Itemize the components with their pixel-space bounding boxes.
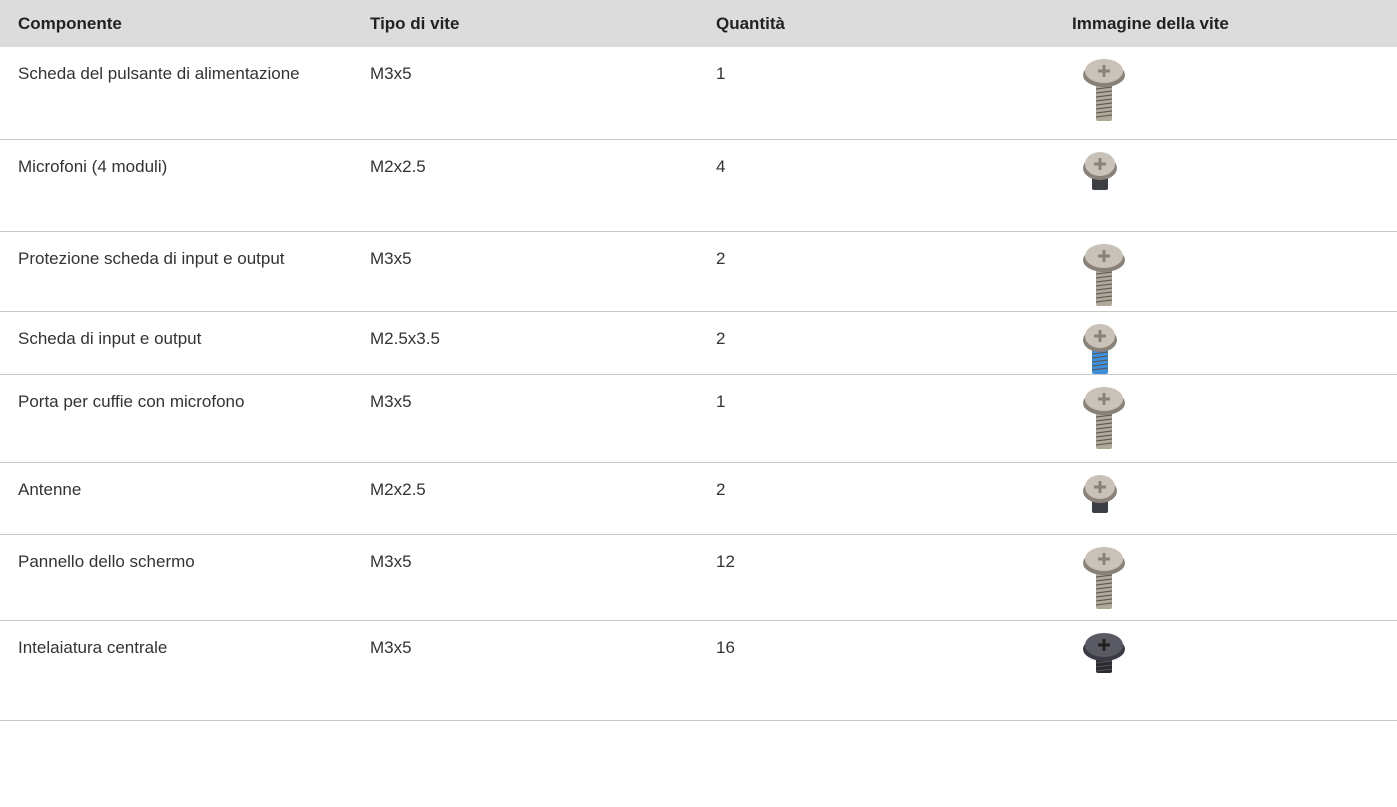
- image-cell: [1072, 47, 1397, 140]
- header-row: Componente Tipo di vite Quantità Immagine d…: [0, 0, 1397, 47]
- cell: 2: [716, 462, 1072, 535]
- image-cell: [1072, 462, 1397, 535]
- table-row: Microfoni (4 moduli) M2x2.5 4: [0, 139, 1397, 232]
- image-cell: [1072, 311, 1397, 375]
- cell: Porta per cuffie con microfono: [0, 374, 370, 463]
- image-cell: [1072, 374, 1397, 463]
- table-row: Intelaiatura centrale M3x5 16: [0, 620, 1397, 721]
- cell: 12: [716, 534, 1072, 621]
- table-body: Scheda del pulsante di alimentazione M3x5…: [0, 47, 1397, 721]
- table-row: Scheda di input e output M2.5x3.5 2: [0, 311, 1397, 375]
- screw-image: [1083, 323, 1117, 374]
- cell: Scheda di input e output: [0, 311, 370, 375]
- column-header: Componente: [0, 0, 370, 47]
- cell: 1: [716, 47, 1072, 140]
- cell: 4: [716, 139, 1072, 232]
- image-cell: [1072, 620, 1397, 721]
- screw-image: [1083, 386, 1125, 449]
- image-cell: [1072, 139, 1397, 232]
- cell: 1: [716, 374, 1072, 463]
- table-row: Pannello dello schermo M3x5 12: [0, 534, 1397, 621]
- table-row: Scheda del pulsante di alimentazione M3x5…: [0, 47, 1397, 140]
- screw-image: [1083, 151, 1117, 190]
- screw-image: [1083, 243, 1125, 306]
- screw-image: [1083, 59, 1125, 121]
- cell: Pannello dello schermo: [0, 534, 370, 621]
- column-header: Tipo di vite: [370, 0, 716, 47]
- cell: Intelaiatura centrale: [0, 620, 370, 721]
- cell: M3x5: [370, 534, 716, 621]
- cell: M3x5: [370, 47, 716, 140]
- cell: Scheda del pulsante di alimentazione: [0, 47, 370, 140]
- cell: 2: [716, 231, 1072, 312]
- cell: Microfoni (4 moduli): [0, 139, 370, 232]
- screw-image: [1083, 546, 1125, 609]
- cell: M2x2.5: [370, 139, 716, 232]
- column-header: Quantità: [716, 0, 1072, 47]
- cell: M3x5: [370, 620, 716, 721]
- screw-image: [1083, 474, 1117, 513]
- screw-table: Componente Tipo di vite Quantità Immagine d…: [0, 0, 1397, 721]
- cell: Antenne: [0, 462, 370, 535]
- image-cell: [1072, 231, 1397, 312]
- cell: 16: [716, 620, 1072, 721]
- column-header: Immagine della vite: [1072, 0, 1397, 47]
- image-cell: [1072, 534, 1397, 621]
- cell: M3x5: [370, 374, 716, 463]
- table-row: Protezione scheda di input e output M3x5 2: [0, 231, 1397, 312]
- table-row: Antenne M2x2.5 2: [0, 462, 1397, 535]
- cell: M3x5: [370, 231, 716, 312]
- cell: Protezione scheda di input e output: [0, 231, 370, 312]
- table-row: Porta per cuffie con microfono M3x5 1: [0, 374, 1397, 463]
- cell: M2.5x3.5: [370, 311, 716, 375]
- screw-image: [1083, 632, 1125, 673]
- cell: M2x2.5: [370, 462, 716, 535]
- cell: 2: [716, 311, 1072, 375]
